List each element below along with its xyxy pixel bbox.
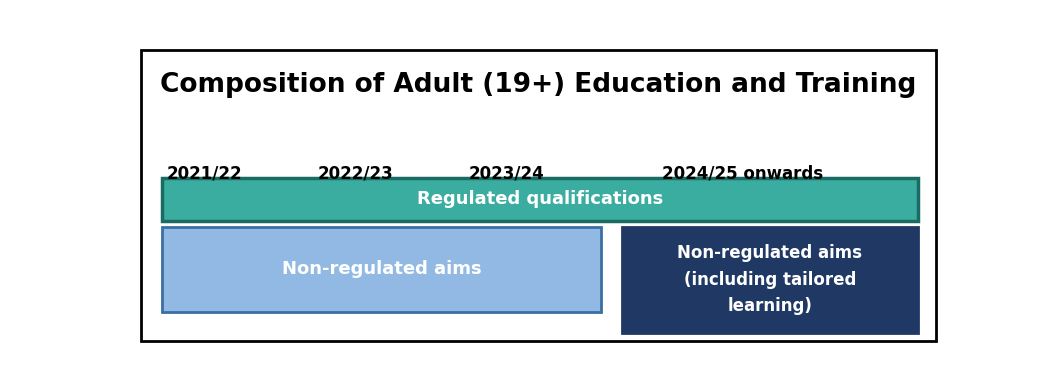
Text: Regulated qualifications: Regulated qualifications [417,190,663,208]
Text: 2023/24: 2023/24 [468,164,544,182]
Text: Non-regulated aims: Non-regulated aims [282,260,481,278]
FancyBboxPatch shape [162,178,919,221]
Text: 2022/23: 2022/23 [317,164,393,182]
Text: 2024/25 onwards: 2024/25 onwards [662,164,823,182]
FancyBboxPatch shape [622,227,919,332]
FancyBboxPatch shape [162,227,600,312]
Text: Composition of Adult (19+) Education and Training: Composition of Adult (19+) Education and… [161,72,916,98]
Text: Non-regulated aims
(including tailored
learning): Non-regulated aims (including tailored l… [678,244,863,315]
Text: 2021/22: 2021/22 [167,164,243,182]
